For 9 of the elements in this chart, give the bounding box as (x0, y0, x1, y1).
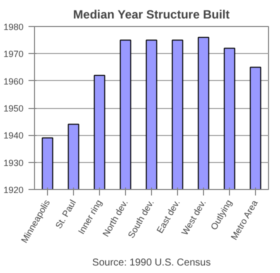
y-tick-label: 1960 (3, 76, 24, 86)
y-tick-label: 1980 (3, 22, 24, 32)
source-note: Source: 1990 U.S. Census (92, 258, 211, 268)
y-tick-label: 1920 (3, 185, 24, 195)
y-tick-label: 1970 (3, 49, 24, 60)
y-tick-label: 1930 (3, 158, 24, 168)
y-tick-label: 1950 (3, 104, 24, 114)
y-tick-label: 1940 (3, 130, 24, 141)
chart-title: Median Year Structure Built (73, 8, 230, 22)
